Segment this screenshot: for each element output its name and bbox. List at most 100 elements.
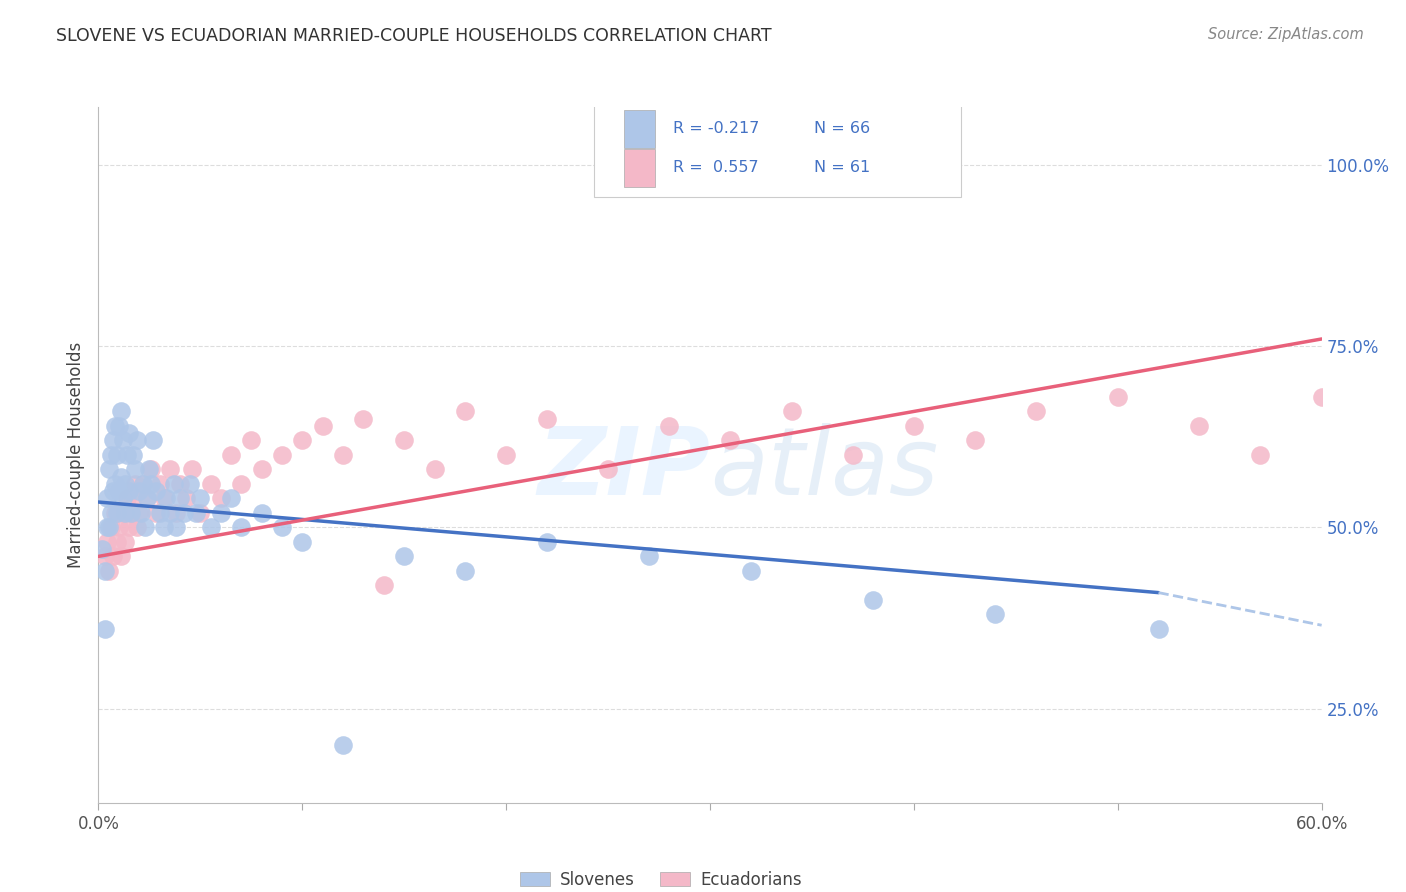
Point: [115, 448, 138, 462]
Point: [332, 448, 354, 462]
Point: [291, 434, 314, 448]
Legend: Slovenes, Ecuadorians: Slovenes, Ecuadorians: [513, 864, 808, 892]
Point: [124, 462, 146, 476]
Text: N = 61: N = 61: [814, 160, 870, 175]
Point: [108, 520, 131, 534]
Point: [159, 506, 181, 520]
Point: [97, 520, 120, 534]
Point: [104, 419, 127, 434]
Point: [100, 506, 122, 520]
Point: [291, 535, 314, 549]
Point: [718, 434, 742, 448]
Point: [200, 520, 222, 534]
Point: [903, 419, 925, 434]
Point: [174, 491, 197, 506]
Point: [188, 491, 212, 506]
Point: [96, 491, 118, 506]
Point: [118, 520, 141, 534]
Point: [536, 535, 558, 549]
Point: [122, 491, 145, 506]
Point: [312, 419, 335, 434]
Point: [332, 738, 354, 752]
Point: [149, 476, 172, 491]
Point: [169, 476, 191, 491]
Point: [108, 419, 131, 434]
Point: [120, 506, 142, 520]
Point: [1310, 390, 1333, 404]
Point: [110, 404, 132, 418]
Point: [101, 549, 124, 564]
Point: [250, 462, 273, 476]
Point: [101, 484, 124, 499]
Point: [159, 462, 181, 476]
Point: [454, 564, 477, 578]
Point: [96, 520, 118, 534]
Point: [250, 506, 273, 520]
Point: [136, 491, 159, 506]
Point: [200, 476, 222, 491]
Point: [105, 448, 128, 462]
Point: [110, 469, 132, 483]
Point: [152, 491, 174, 506]
Point: [240, 434, 263, 448]
Point: [1107, 390, 1129, 404]
Point: [1025, 404, 1047, 418]
Point: [219, 448, 242, 462]
Point: [122, 448, 145, 462]
Point: [97, 564, 120, 578]
Point: [127, 520, 149, 534]
Point: [231, 520, 253, 534]
Point: [104, 476, 127, 491]
Point: [93, 549, 115, 564]
Point: [637, 549, 661, 564]
Point: [181, 462, 204, 476]
Point: [111, 491, 134, 506]
Point: [536, 411, 558, 425]
Point: [780, 404, 803, 418]
Point: [111, 506, 134, 520]
Point: [93, 564, 115, 578]
Point: [142, 434, 165, 448]
Point: [186, 506, 208, 520]
Point: [114, 476, 136, 491]
Point: [173, 506, 195, 520]
Point: [120, 506, 142, 520]
Point: [179, 476, 201, 491]
Point: [1188, 419, 1211, 434]
Point: [145, 506, 167, 520]
Point: [111, 434, 134, 448]
Point: [598, 462, 620, 476]
Point: [100, 520, 122, 534]
Point: [134, 520, 156, 534]
Point: [658, 419, 681, 434]
Point: [163, 476, 186, 491]
Y-axis label: Married-couple Households: Married-couple Households: [66, 342, 84, 568]
Point: [984, 607, 1007, 622]
Point: [91, 542, 114, 557]
Point: [188, 506, 212, 520]
Point: [392, 434, 416, 448]
Point: [105, 535, 128, 549]
Point: [165, 520, 187, 534]
Point: [108, 484, 131, 499]
Point: [454, 404, 477, 418]
Point: [105, 506, 128, 520]
Point: [169, 491, 191, 506]
Point: [138, 462, 160, 476]
Point: [352, 411, 374, 425]
Text: atlas: atlas: [710, 424, 938, 515]
Point: [1249, 448, 1271, 462]
Point: [124, 476, 146, 491]
Point: [128, 506, 150, 520]
Text: N = 66: N = 66: [814, 120, 870, 136]
Text: SLOVENE VS ECUADORIAN MARRIED-COUPLE HOUSEHOLDS CORRELATION CHART: SLOVENE VS ECUADORIAN MARRIED-COUPLE HOU…: [56, 27, 772, 45]
Point: [115, 491, 138, 506]
FancyBboxPatch shape: [624, 149, 655, 187]
Point: [231, 476, 253, 491]
Point: [141, 462, 163, 476]
Point: [1147, 622, 1170, 636]
Point: [145, 484, 167, 499]
Point: [101, 434, 124, 448]
Point: [114, 535, 136, 549]
Text: R = -0.217: R = -0.217: [673, 120, 759, 136]
